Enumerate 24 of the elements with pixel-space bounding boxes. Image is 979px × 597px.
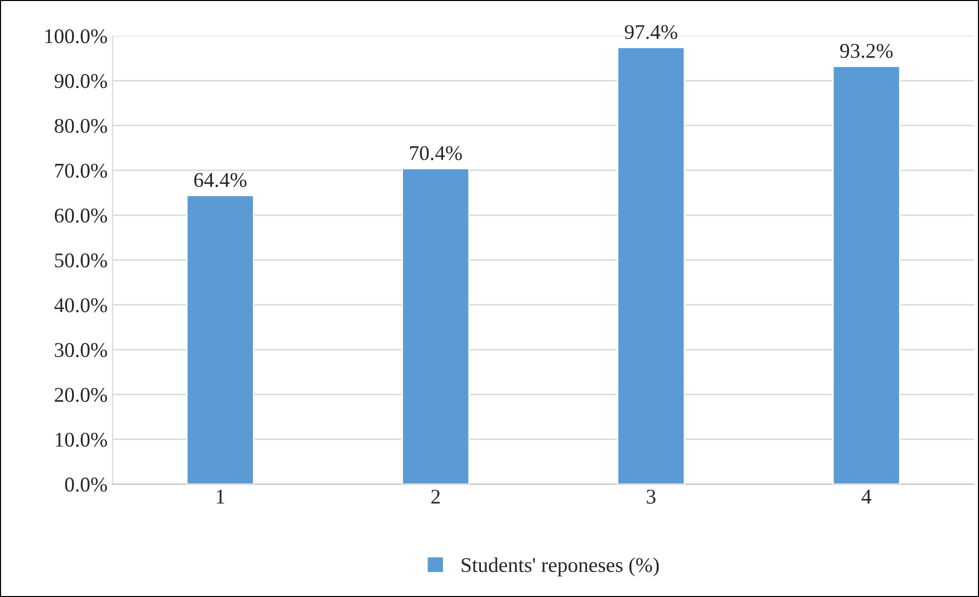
- y-tick-label: 10.0%: [56, 432, 108, 447]
- y-tick-label: 50.0%: [55, 253, 108, 268]
- x-tick-label: 4: [862, 490, 872, 504]
- y-tick-label: 20.0%: [54, 388, 108, 402]
- bar: [186, 194, 254, 484]
- y-tick-label: 80.0%: [54, 118, 108, 134]
- y-tick-label: 40.0%: [54, 298, 108, 312]
- x-tick-label: 3: [646, 490, 656, 504]
- bar: [616, 46, 686, 484]
- y-tick-label: 30.0%: [54, 343, 108, 358]
- y-tick-label: 90.0%: [54, 74, 108, 88]
- y-tick-label: 70.0%: [55, 164, 108, 178]
- data-label: 70.4%: [410, 146, 462, 160]
- x-tick-label: 2: [431, 490, 440, 504]
- legend-label: Students' reponeses (%): [462, 557, 659, 576]
- bar: [832, 66, 900, 484]
- bar: [402, 168, 470, 484]
- x-tick-label: 1: [216, 490, 224, 504]
- data-label: 64.4%: [194, 172, 246, 188]
- y-tick-label: 0.0%: [65, 478, 108, 492]
- y-tick-label: 100.0%: [45, 29, 108, 44]
- data-label: 93.2%: [840, 44, 893, 58]
- data-label: 97.4%: [624, 25, 678, 40]
- y-tick-label: 60.0%: [54, 208, 108, 223]
